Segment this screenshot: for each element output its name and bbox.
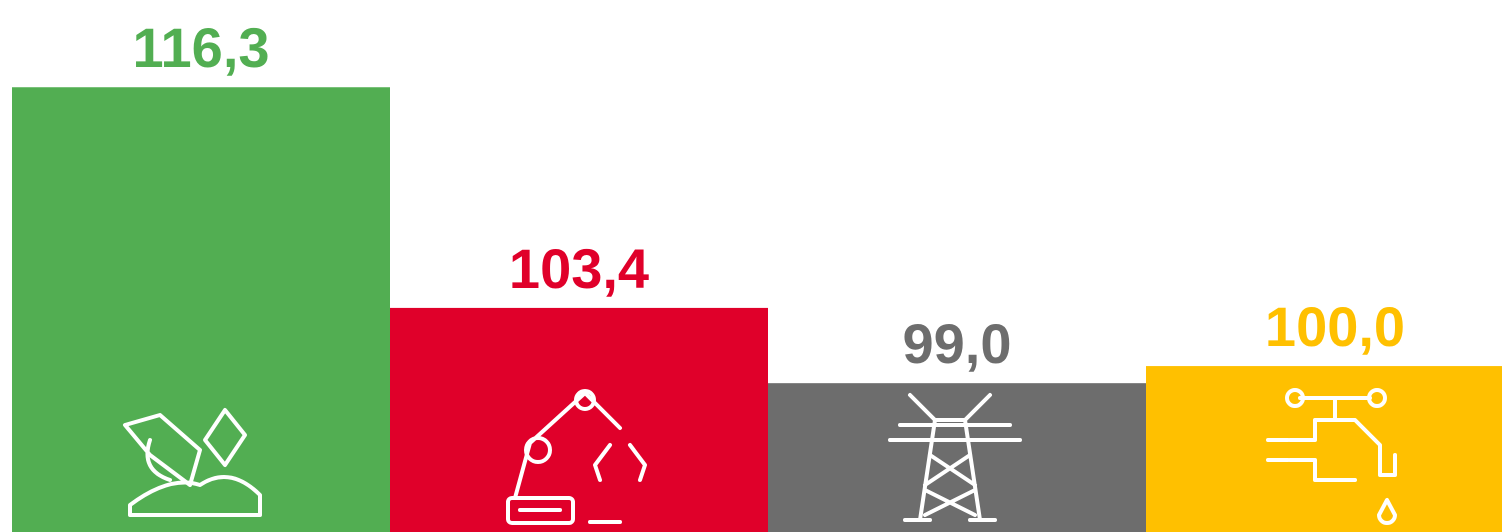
value-label: 103,4 bbox=[509, 237, 649, 300]
bar bbox=[390, 307, 768, 532]
robot-arm-icon bbox=[506, 389, 647, 525]
bar bbox=[1146, 366, 1502, 532]
value-labels: 116,3 103,4 99,0 100,0 bbox=[132, 16, 1405, 375]
mining-icon bbox=[123, 408, 262, 517]
power-pylon-icon bbox=[888, 393, 1022, 522]
value-label: 100,0 bbox=[1265, 295, 1405, 358]
bar bbox=[12, 87, 390, 532]
bars bbox=[12, 87, 1502, 532]
water-tap-icon bbox=[1266, 388, 1397, 525]
value-label: 116,3 bbox=[132, 16, 269, 79]
bar bbox=[768, 383, 1146, 532]
value-label: 99,0 bbox=[903, 312, 1012, 375]
